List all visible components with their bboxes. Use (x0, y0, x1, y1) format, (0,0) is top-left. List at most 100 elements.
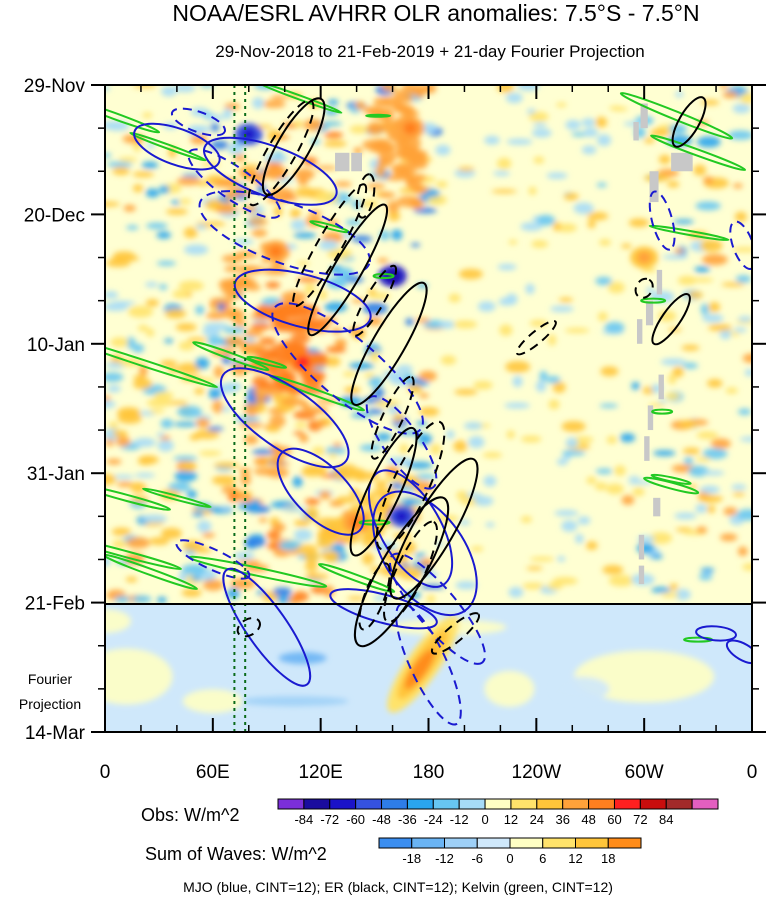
obs-blob (742, 353, 752, 364)
obs-blob (598, 238, 612, 246)
y-tick-label: 31-Jan (27, 464, 85, 485)
missing-data-patch (647, 405, 654, 431)
obs-blob (512, 375, 523, 388)
obs-blob (164, 338, 174, 344)
obs-blob (245, 283, 261, 291)
obs-blob (520, 222, 543, 231)
obs-blob (586, 476, 597, 485)
obs-blob (145, 281, 159, 288)
obs-blob (271, 522, 286, 533)
er-contour (355, 173, 376, 219)
colorbar-swatch (484, 798, 512, 810)
colorbar-tick-label: -6 (471, 851, 483, 866)
obs-blob (176, 362, 202, 375)
obs-blob (650, 553, 663, 560)
missing-data-patch (636, 319, 643, 344)
obs-blob (446, 430, 455, 439)
obs-blob (546, 172, 568, 179)
obs-blob (594, 482, 608, 491)
er-contour (430, 612, 481, 655)
obs-blob (426, 594, 436, 604)
obs-blob (116, 481, 134, 488)
obs-blob (554, 510, 579, 517)
obs-blob (375, 164, 386, 178)
obs-blob (231, 363, 249, 376)
obs-blob (455, 581, 478, 590)
er-contour (389, 457, 479, 600)
obs-blob (165, 208, 188, 215)
obs-blob (297, 276, 320, 283)
obs-blob (367, 288, 377, 295)
obs-blob (390, 481, 403, 490)
colorbar-swatch (665, 798, 693, 810)
obs-blob (167, 400, 189, 406)
kelvin-contour (105, 98, 161, 134)
obs-blob (221, 485, 240, 495)
obs-blob (159, 185, 170, 194)
obs-blob (721, 282, 745, 287)
wave-legend: MJO (blue, CINT=12); ER (black, CINT=12)… (183, 879, 613, 895)
obs-blob (669, 583, 679, 591)
obs-blob (110, 337, 129, 348)
obs-blob (156, 231, 172, 239)
x-tick-label: 180 (413, 762, 445, 783)
obs-blob (520, 516, 533, 523)
obs-blob (595, 116, 608, 128)
colorbar-swatch (329, 798, 357, 810)
missing-data-patch (645, 300, 654, 326)
obs-blob (318, 551, 339, 559)
obs-blob (430, 443, 442, 455)
colorbar-swatch (509, 837, 544, 849)
obs-blob (274, 151, 283, 158)
colorbar-swatch (458, 798, 486, 810)
colorbar-tick-label: 24 (530, 812, 544, 827)
obs-blob (336, 267, 354, 280)
colorbar-tick-label: 0 (481, 812, 488, 827)
obs-blob (694, 266, 710, 273)
obs-blob (370, 350, 380, 363)
obs-blob (658, 154, 671, 165)
obs-blob (116, 407, 141, 418)
obs-blob (171, 199, 180, 205)
obs-blob (392, 170, 412, 178)
kelvin-contour (619, 92, 734, 140)
kelvin-contour (142, 487, 212, 509)
obs-blob (621, 243, 632, 249)
obs-blob (132, 378, 153, 390)
obs-blob (456, 490, 468, 500)
obs-blob (112, 166, 130, 176)
obs-blob (650, 586, 672, 593)
obs-blob (707, 324, 732, 332)
obs-blob (611, 106, 629, 112)
x-tick-label: 60W (625, 762, 664, 783)
er-contour (292, 183, 368, 308)
obs-blob (233, 238, 254, 245)
y-tick-label: 21-Feb (25, 594, 85, 615)
obs-blob (105, 372, 124, 382)
obs-blob (517, 85, 540, 91)
obs-blob (156, 260, 177, 266)
obs-blob (702, 470, 725, 476)
obs-blob (401, 541, 417, 555)
obs-blob (454, 388, 478, 396)
obs-blob (435, 144, 451, 156)
obs-blob (278, 540, 303, 551)
obs-blob (294, 422, 307, 429)
obs-blob (419, 406, 440, 417)
colorbar-tick-label: 6 (539, 851, 546, 866)
obs-blob (608, 574, 635, 587)
obs-blob (194, 387, 205, 395)
obs-blob (292, 476, 303, 488)
obs-blob (345, 219, 362, 226)
obs-blob (241, 205, 258, 213)
colorbar-swatch (562, 798, 590, 810)
obs-blob (303, 118, 324, 131)
obs-blob (403, 498, 416, 507)
obs-blob (376, 258, 389, 263)
mjo-contour (329, 588, 438, 630)
obs-blob (597, 311, 608, 322)
obs-blob (325, 446, 346, 455)
obs-blob (293, 431, 305, 436)
obs-blob (159, 284, 168, 290)
obs-blob (105, 201, 120, 207)
